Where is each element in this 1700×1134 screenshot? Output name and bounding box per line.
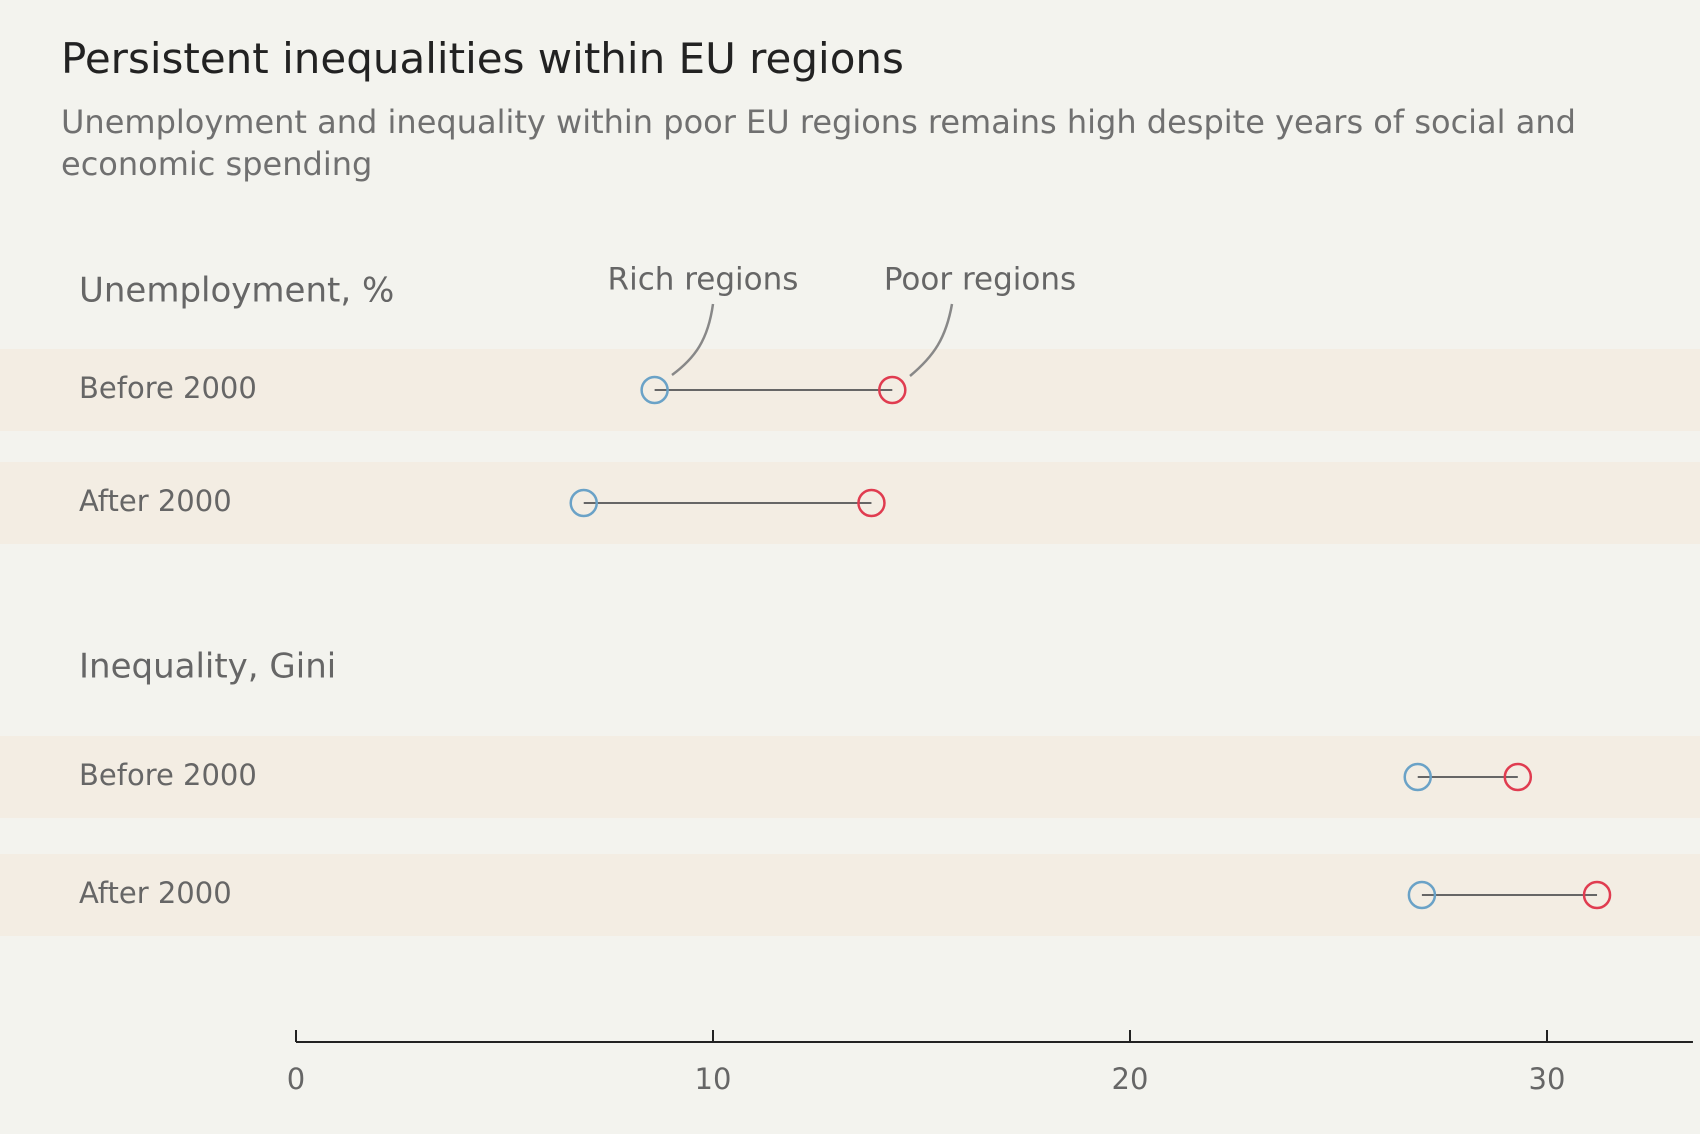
rich-region-point <box>1407 880 1437 910</box>
chart-subtitle: Unemployment and inequality within poor … <box>61 103 1576 183</box>
poor-regions-annotation: Poor regions <box>884 262 1076 298</box>
rich-regions-annotation: Rich regions <box>608 262 799 298</box>
x-axis: 0 10 20 30 <box>287 1030 1693 1096</box>
row-label: After 2000 <box>79 484 232 518</box>
poor-region-point <box>857 488 886 518</box>
rich-region-point <box>569 488 598 518</box>
section-label: Inequality, Gini <box>79 647 336 687</box>
row-label: Before 2000 <box>79 758 257 792</box>
row-label: Before 2000 <box>79 371 257 405</box>
rich-annotation-leader <box>671 303 715 377</box>
x-tick-label: 20 <box>1112 1062 1149 1096</box>
x-tick-label: 30 <box>1529 1062 1566 1096</box>
poor-annotation-leader <box>909 303 954 377</box>
poor-region-point <box>878 375 907 405</box>
row-label: After 2000 <box>79 876 232 910</box>
annotations: Rich regions Poor regions <box>608 262 1076 377</box>
row-labels: Unemployment, % Before 2000 After 2000 Ineq… <box>79 271 394 911</box>
dumbbell-marks <box>569 375 1612 910</box>
x-tick-label: 0 <box>287 1062 305 1096</box>
section-label: Unemployment, % <box>79 271 394 311</box>
rich-region-point <box>640 375 669 405</box>
row-band <box>0 854 1700 936</box>
rich-region-point <box>1403 762 1432 792</box>
x-tick-label: 10 <box>695 1062 732 1096</box>
poor-region-point <box>1582 880 1612 910</box>
poor-region-point <box>1503 762 1533 792</box>
row-band <box>0 736 1700 818</box>
row-bands <box>0 349 1700 936</box>
chart-title: Persistent inequalities within EU region… <box>61 34 904 83</box>
